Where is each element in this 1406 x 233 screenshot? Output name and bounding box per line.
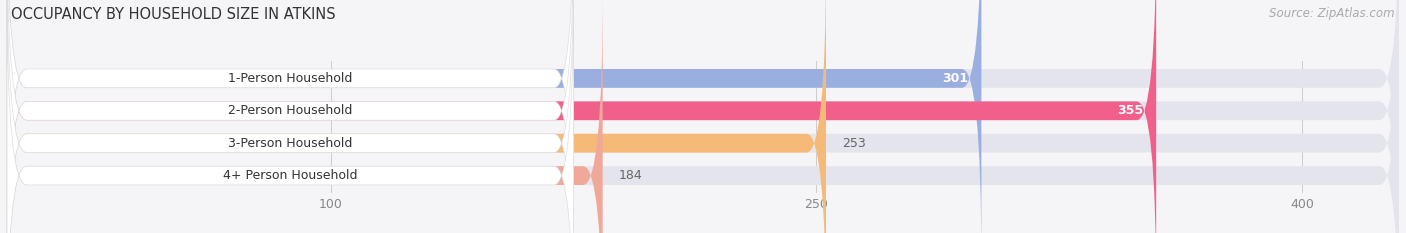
Text: 1-Person Household: 1-Person Household <box>228 72 353 85</box>
FancyBboxPatch shape <box>7 0 603 233</box>
FancyBboxPatch shape <box>7 0 1399 233</box>
FancyBboxPatch shape <box>7 0 1399 233</box>
FancyBboxPatch shape <box>7 0 574 233</box>
FancyBboxPatch shape <box>7 0 574 233</box>
FancyBboxPatch shape <box>7 0 574 233</box>
FancyBboxPatch shape <box>7 0 1399 233</box>
Text: OCCUPANCY BY HOUSEHOLD SIZE IN ATKINS: OCCUPANCY BY HOUSEHOLD SIZE IN ATKINS <box>11 7 336 22</box>
Text: 4+ Person Household: 4+ Person Household <box>224 169 357 182</box>
FancyBboxPatch shape <box>7 0 1399 233</box>
Text: Source: ZipAtlas.com: Source: ZipAtlas.com <box>1270 7 1395 20</box>
Text: 3-Person Household: 3-Person Household <box>228 137 353 150</box>
FancyBboxPatch shape <box>7 0 1156 233</box>
Text: 184: 184 <box>619 169 643 182</box>
FancyBboxPatch shape <box>7 0 574 233</box>
Text: 253: 253 <box>842 137 866 150</box>
FancyBboxPatch shape <box>7 0 825 233</box>
Text: 355: 355 <box>1118 104 1143 117</box>
Text: 2-Person Household: 2-Person Household <box>228 104 353 117</box>
FancyBboxPatch shape <box>7 0 981 233</box>
Text: 301: 301 <box>942 72 969 85</box>
